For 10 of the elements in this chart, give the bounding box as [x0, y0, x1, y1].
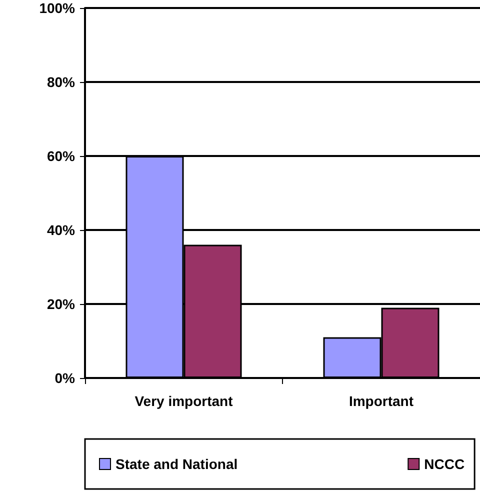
- x-tick-label: Very important: [134, 393, 234, 409]
- legend-label: NCCC: [424, 456, 465, 472]
- y-tick-label: 0%: [54, 370, 76, 386]
- y-tick-label: 40%: [46, 222, 76, 238]
- y-tick-label: 80%: [46, 74, 76, 90]
- x-tick-label: Important: [348, 393, 414, 409]
- y-tick-label: 20%: [46, 296, 76, 312]
- legend-label: State and National: [116, 456, 238, 472]
- y-tick-label: 60%: [46, 148, 76, 164]
- y-tick-label: 100%: [39, 0, 76, 16]
